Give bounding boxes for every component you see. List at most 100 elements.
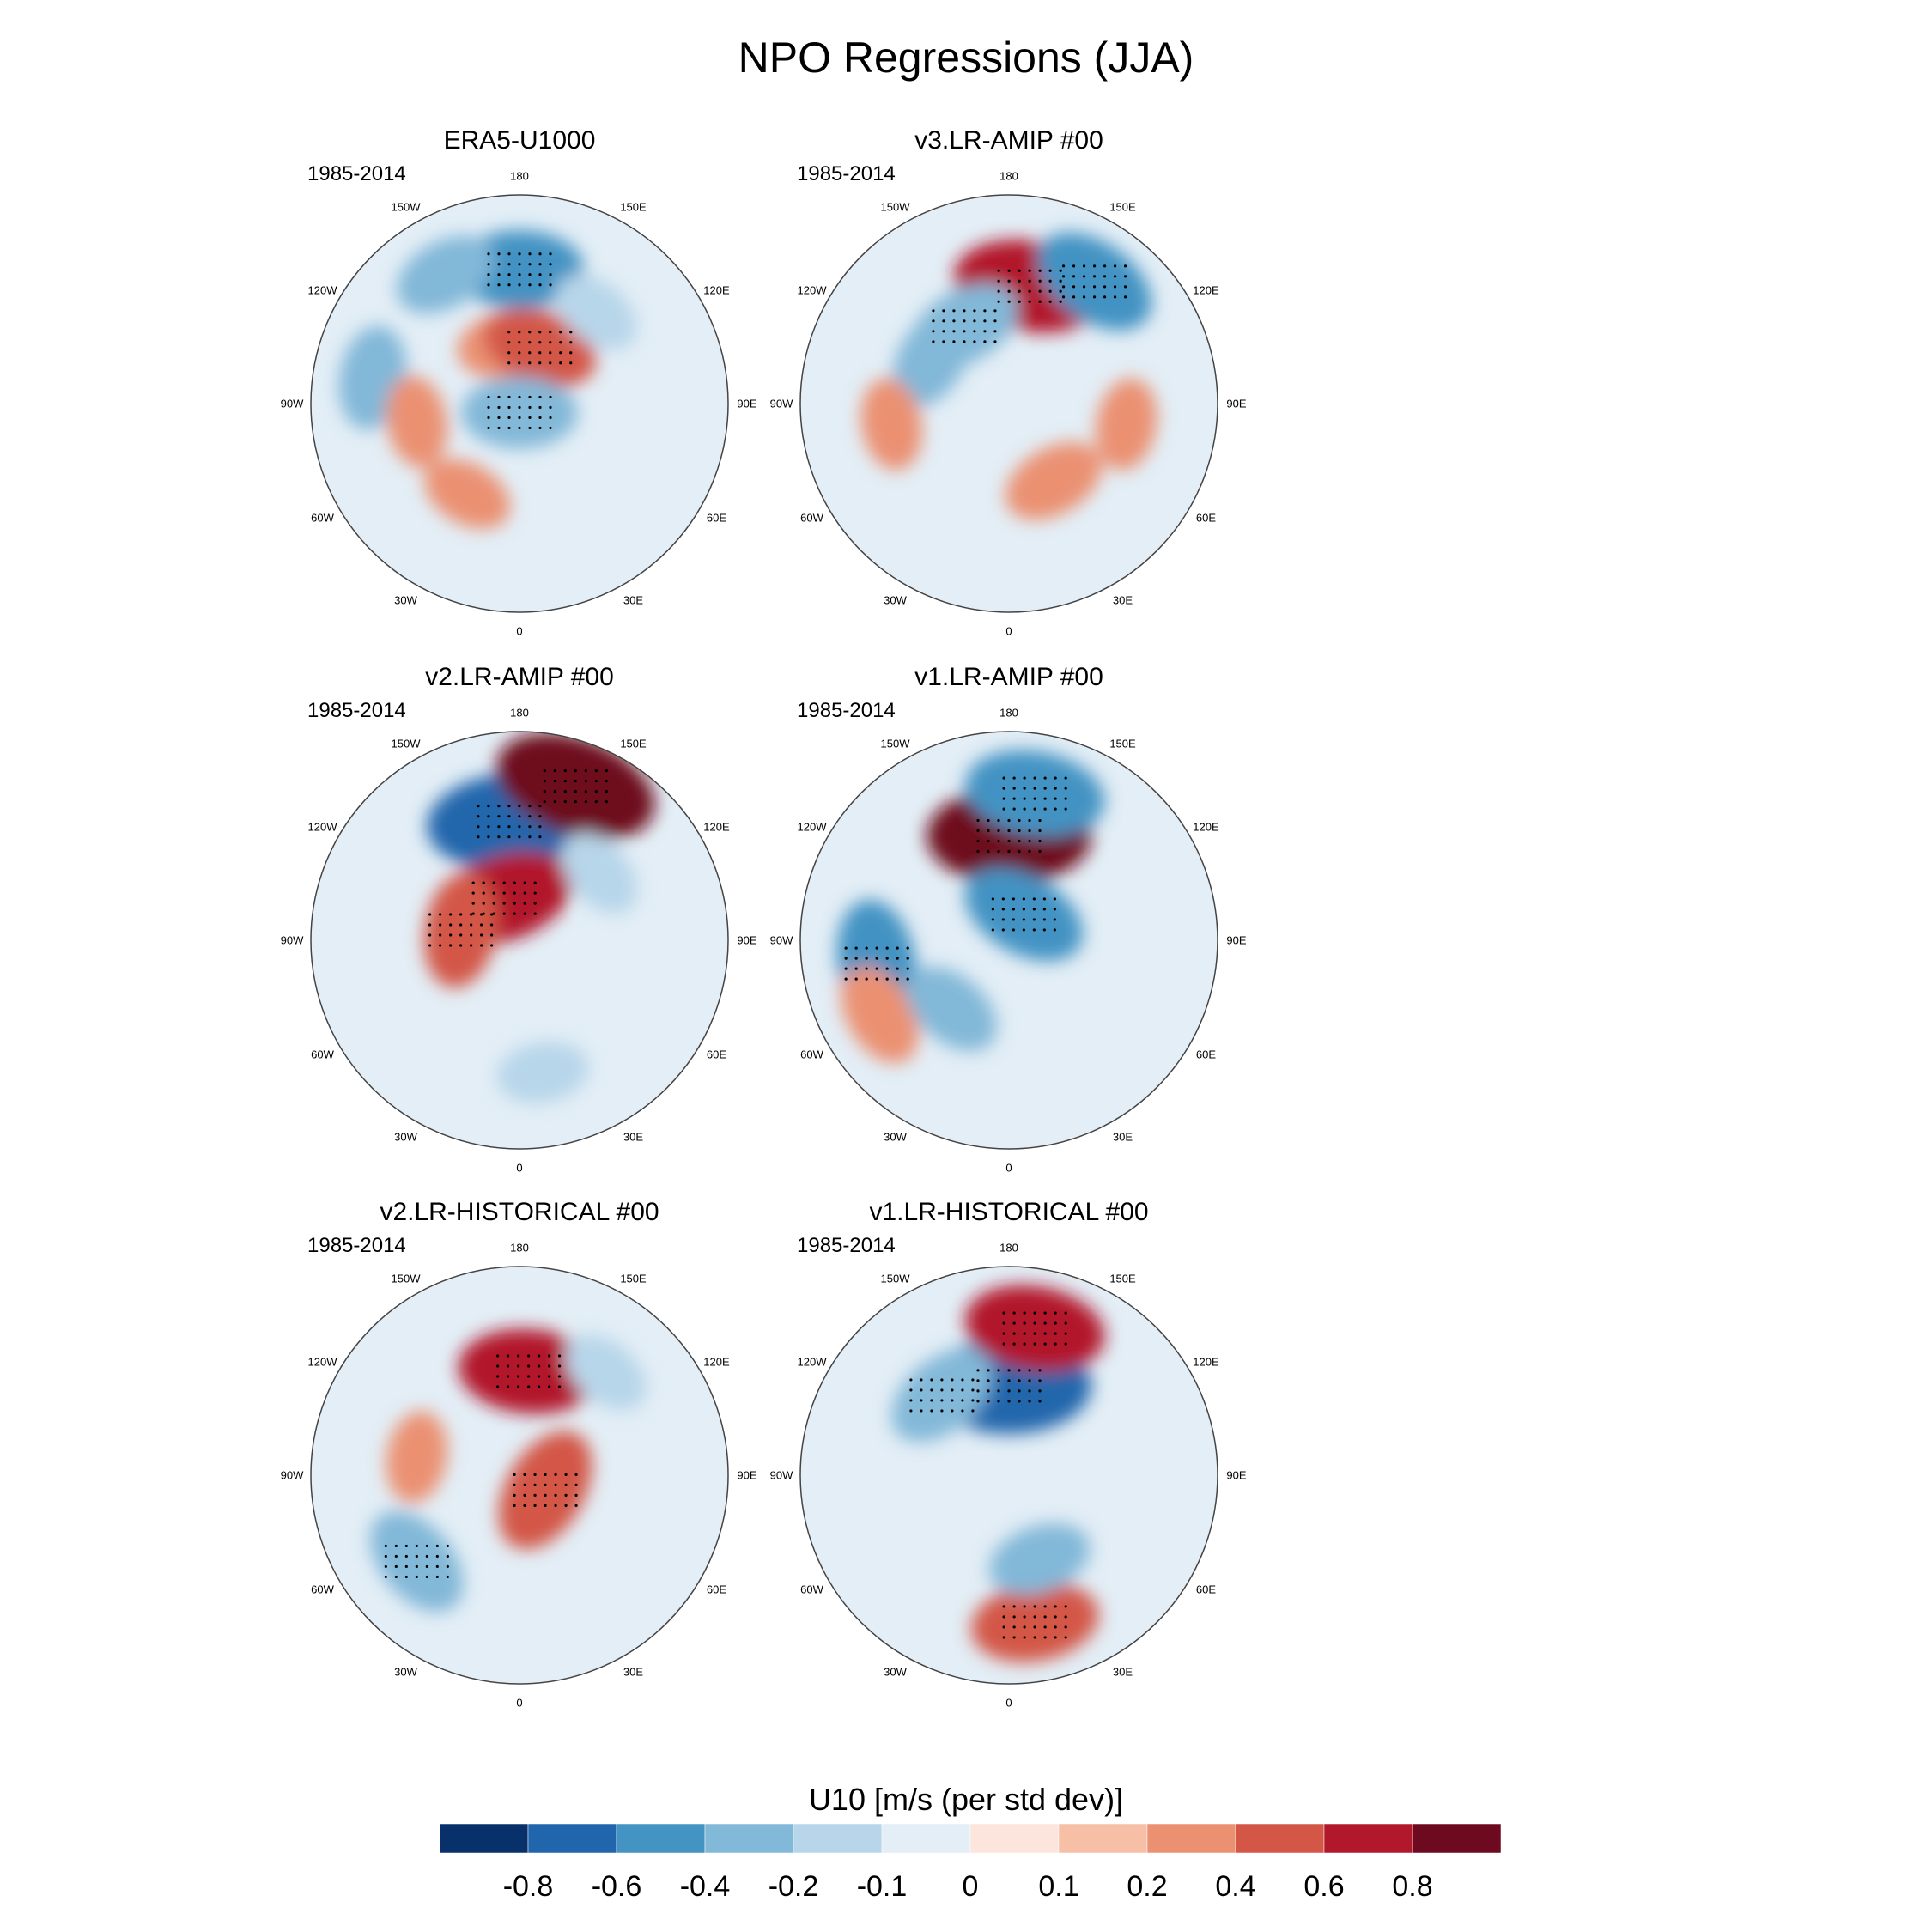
significance-dot: [1032, 928, 1036, 932]
significance-dot: [1033, 1625, 1036, 1629]
colorbar-tick-label: -0.6: [591, 1870, 642, 1903]
significance-dot: [518, 815, 521, 818]
significance-dot: [1054, 1605, 1057, 1608]
significance-dot: [885, 967, 889, 970]
significance-dot: [506, 1354, 510, 1358]
significance-dot: [1082, 264, 1086, 268]
significance-dot: [920, 1388, 923, 1392]
significance-dot: [506, 1375, 510, 1378]
significance-dot: [394, 1554, 398, 1558]
anomaly-blob: [483, 307, 597, 387]
longitude-label: 60E: [1195, 1048, 1217, 1060]
significance-dot: [1064, 1342, 1067, 1346]
significance-dot: [1018, 1379, 1021, 1382]
significance-dot: [1048, 289, 1052, 293]
significance-dot: [1123, 275, 1127, 278]
significance-dot: [495, 1364, 500, 1368]
significance-dot: [518, 331, 521, 334]
map-background: [800, 1267, 1218, 1684]
significance-dot: [1059, 269, 1062, 272]
significance-dot: [502, 902, 506, 905]
significance-dot: [1007, 849, 1011, 854]
significance-dot: [554, 1483, 557, 1486]
significance-dot: [528, 341, 532, 344]
significance-dot: [1007, 279, 1011, 283]
significance-dot: [1038, 1379, 1042, 1382]
significance-dot: [480, 923, 483, 927]
significance-dot: [1007, 1389, 1011, 1393]
significance-dot: [930, 1378, 933, 1382]
significance-dot: [1023, 776, 1026, 780]
significance-dot: [518, 405, 521, 410]
significance-dot: [1007, 839, 1011, 843]
significance-dot: [394, 1564, 398, 1569]
anomaly-blob: [458, 1328, 599, 1414]
longitude-label: 120E: [1193, 1355, 1219, 1368]
significance-dot: [523, 1493, 526, 1497]
significance-dot: [1023, 1342, 1026, 1346]
significance-dot: [1018, 849, 1021, 854]
significance-dot: [1042, 928, 1046, 932]
significance-dot: [976, 829, 980, 833]
significance-dot: [854, 957, 858, 960]
significance-dot: [971, 1409, 975, 1413]
significance-dot: [993, 319, 997, 323]
significance-dot: [563, 779, 567, 783]
significance-dot: [1007, 289, 1011, 293]
significance-dot: [1054, 807, 1057, 811]
significance-dot: [523, 912, 526, 915]
significance-dot: [1028, 1400, 1031, 1403]
significance-dot: [528, 825, 532, 829]
significance-dot: [1023, 1615, 1026, 1619]
significance-dot: [951, 1378, 954, 1382]
significance-dot: [394, 1575, 398, 1579]
significance-dot: [549, 426, 552, 430]
longitude-label: 60W: [311, 1048, 334, 1060]
significance-dot: [1059, 289, 1062, 293]
significance-dot: [1007, 1369, 1011, 1372]
significance-dot: [549, 361, 552, 365]
colorbar-tick-label: 0.8: [1392, 1870, 1433, 1903]
significance-dot: [497, 835, 501, 839]
significance-dot: [932, 330, 935, 333]
significance-dot: [518, 825, 521, 829]
significance-dot: [991, 908, 994, 911]
significance-dot: [449, 913, 453, 916]
significance-dot: [1002, 1615, 1005, 1619]
significance-dot: [940, 1378, 944, 1382]
significance-dot: [1064, 1311, 1067, 1315]
significance-dot: [497, 815, 501, 818]
significance-dot: [1038, 269, 1042, 272]
anomaly-blob: [891, 1348, 993, 1443]
longitude-label: 90E: [737, 397, 757, 410]
longitude-label: 0: [1005, 1161, 1012, 1175]
significance-dot: [1033, 1311, 1036, 1315]
significance-dot: [906, 957, 909, 960]
significance-dot: [538, 361, 542, 365]
anomaly-blob: [386, 1411, 448, 1504]
colorbar-tick-label: 0.2: [1127, 1870, 1168, 1903]
significance-dot: [1038, 849, 1042, 854]
significance-dot: [538, 805, 542, 808]
significance-dot: [495, 1354, 500, 1358]
significance-dot: [875, 957, 878, 960]
longitude-label: 150E: [620, 737, 647, 750]
significance-dot: [425, 1564, 428, 1569]
longitude-label: 30E: [623, 593, 644, 607]
significance-dot: [963, 309, 966, 313]
significance-dot: [854, 967, 858, 970]
significance-dot: [518, 341, 521, 344]
significance-dot: [507, 815, 511, 818]
significance-dot: [1092, 275, 1097, 278]
longitude-label: 0: [516, 1161, 523, 1175]
significance-dot: [480, 933, 483, 937]
significance-dot: [490, 944, 494, 947]
significance-dot: [554, 1473, 557, 1476]
longitude-label: 60E: [706, 1583, 727, 1595]
significance-dot: [1123, 295, 1127, 299]
significance-dot: [1043, 1605, 1047, 1608]
significance-dot: [1012, 1311, 1016, 1315]
significance-dot: [549, 416, 552, 420]
significance-dot: [885, 957, 889, 960]
significance-dot: [1007, 1379, 1011, 1382]
